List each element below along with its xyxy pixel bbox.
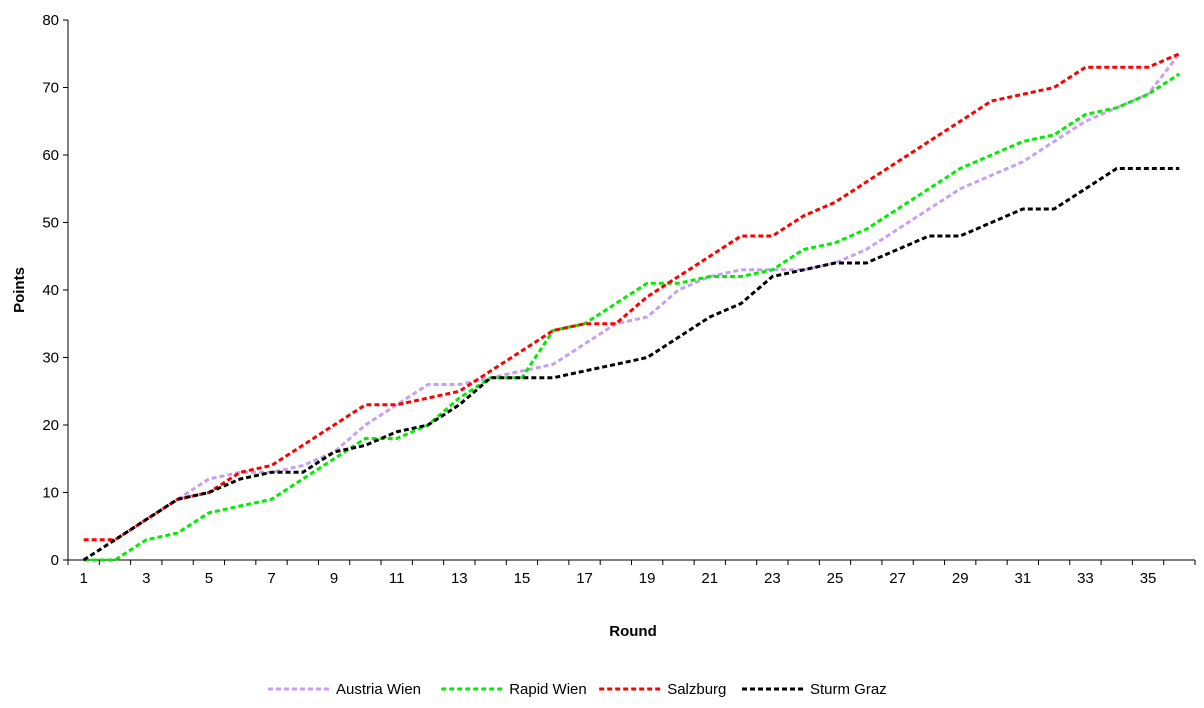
x-tick-label: 9	[330, 570, 338, 587]
x-tick-label: 17	[576, 570, 593, 587]
y-tick-label: 70	[42, 80, 59, 97]
legend-item: Sturm Graz	[742, 681, 887, 698]
x-tick-label: 25	[827, 570, 844, 587]
x-tick-label: 1	[79, 570, 87, 587]
y-tick-label: 30	[42, 350, 59, 367]
legend-item: Rapid Wien	[441, 681, 587, 698]
series-line-sturm-graz	[82, 167, 1180, 562]
legend-label: Rapid Wien	[509, 681, 587, 698]
x-tick-label: 27	[889, 570, 906, 587]
y-axis-title: Points	[11, 267, 28, 313]
x-tick-label: 19	[639, 570, 656, 587]
y-tick-label: 10	[42, 485, 59, 502]
y-tick-label: 0	[51, 552, 59, 569]
y-tick-label: 80	[42, 12, 59, 29]
x-tick-label: 7	[267, 570, 275, 587]
x-tick-label: 11	[389, 570, 405, 587]
x-tick-label: 29	[952, 570, 969, 587]
series-line-austria-wien	[82, 52, 1181, 562]
x-tick-label: 21	[701, 570, 718, 587]
series-line-rapid-wien	[83, 72, 1181, 562]
x-tick-label: 33	[1077, 570, 1094, 587]
legend-item: Salzburg	[599, 681, 726, 698]
x-axis-title: Round	[609, 623, 656, 640]
legend-label: Salzburg	[667, 681, 726, 698]
x-tick-label: 23	[764, 570, 781, 587]
y-tick-label: 40	[42, 282, 59, 299]
series-line-salzburg	[83, 52, 1180, 542]
x-tick-label: 15	[514, 570, 531, 587]
x-tick-label: 3	[142, 570, 150, 587]
y-tick-label: 50	[42, 215, 59, 232]
x-tick-label: 13	[451, 570, 468, 587]
legend: Austria Wien Rapid Wien Salzburg Sturm Graz	[268, 681, 887, 698]
y-tick-label: 20	[42, 417, 59, 434]
series-layer	[82, 52, 1181, 562]
x-tick-label: 31	[1014, 570, 1031, 587]
legend-label: Austria Wien	[336, 681, 421, 698]
x-tick-label: 5	[205, 570, 213, 587]
x-tick-label: 35	[1140, 570, 1157, 587]
legend-label: Sturm Graz	[810, 681, 887, 698]
legend-item: Austria Wien	[268, 681, 421, 698]
y-tick-label: 60	[42, 147, 59, 164]
